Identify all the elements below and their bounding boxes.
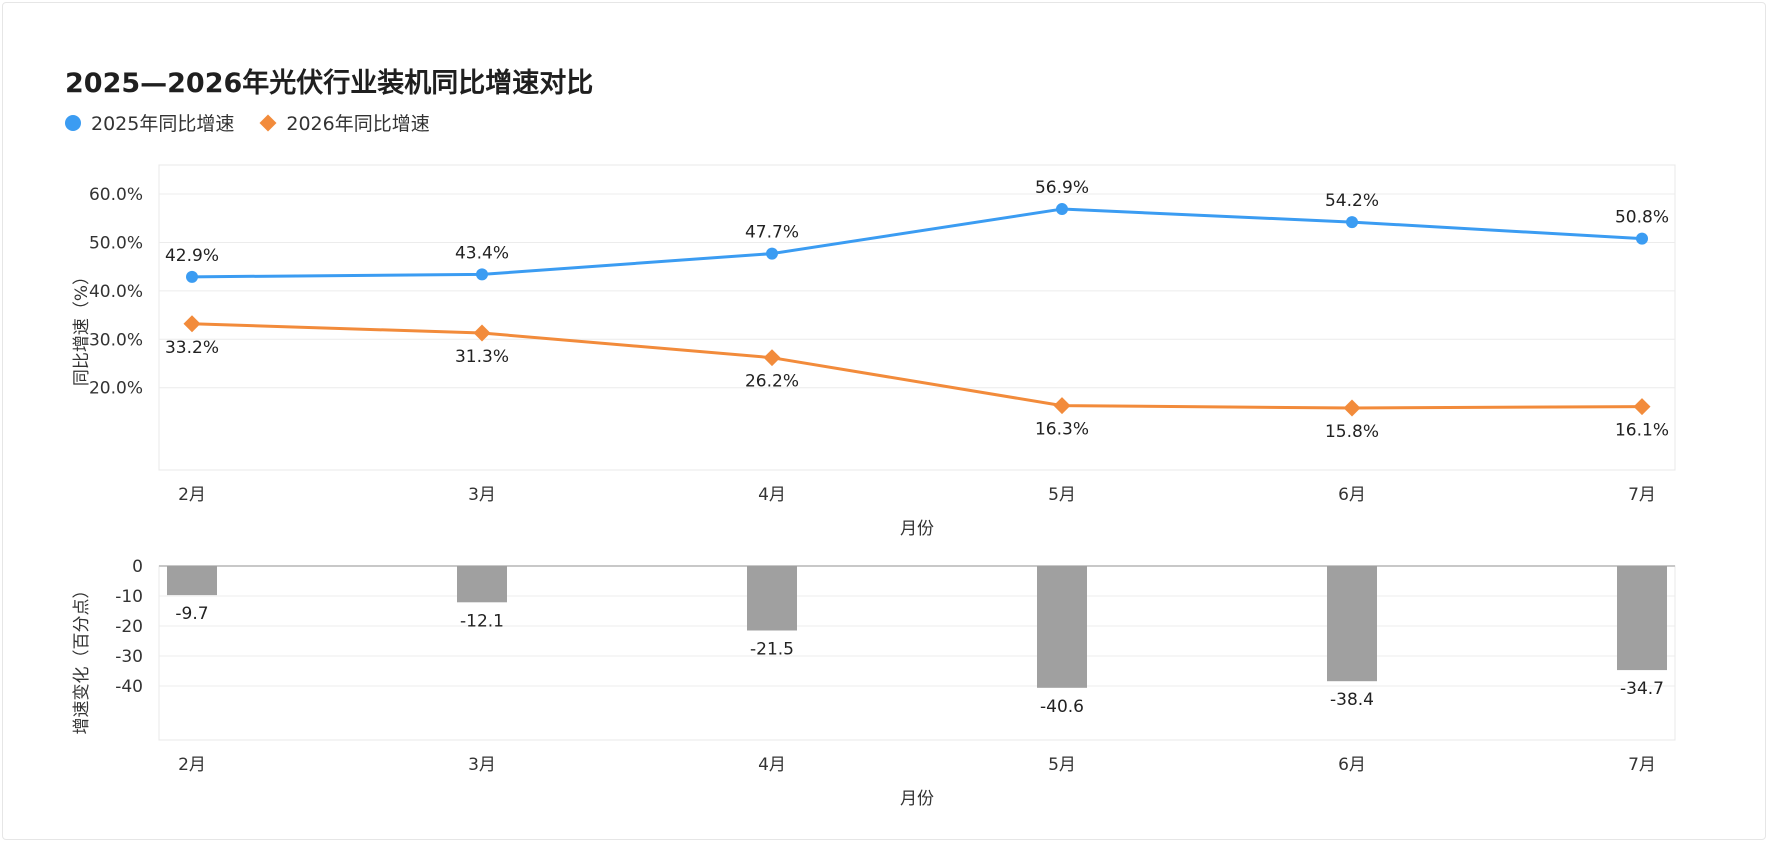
legend-label-2026: 2026年同比增速 — [286, 113, 430, 135]
legend: 2025年同比增速 2026年同比增速 — [65, 109, 456, 136]
bar-x-tick-label: 5月 — [1048, 755, 1076, 775]
line-x-tick-label: 6月 — [1338, 485, 1366, 505]
bar-y-tick-label: 0 — [132, 557, 143, 577]
line-x-tick-label: 7月 — [1628, 485, 1656, 505]
data-label-2026: 31.3% — [455, 347, 509, 367]
data-point-2025 — [1346, 216, 1358, 229]
bar-x-axis-label: 月份 — [900, 789, 934, 809]
series-line-2026 — [191, 322, 1643, 410]
bar-x-tick-label: 2月 — [178, 755, 206, 775]
line-y-axis-label: 同比增速（%） — [72, 268, 92, 386]
bar-plot-area — [158, 565, 1676, 741]
bar — [167, 566, 217, 596]
data-label-2026: 16.1% — [1615, 421, 1669, 441]
bar-data-label: -38.4 — [1330, 690, 1374, 710]
data-point-2025 — [766, 247, 778, 260]
bar-y-tick-label: -40 — [115, 677, 143, 697]
data-point-2025 — [1056, 203, 1068, 216]
bar — [1327, 566, 1377, 682]
line-y-tick-label: 40.0% — [89, 282, 143, 302]
data-point-2025 — [476, 268, 488, 281]
data-label-2025: 47.7% — [745, 223, 799, 243]
data-label-2026: 33.2% — [165, 338, 219, 358]
bar-data-label: -21.5 — [750, 640, 794, 660]
data-label-2025: 54.2% — [1325, 191, 1379, 211]
bar-y-tick-label: -20 — [115, 617, 143, 637]
data-label-2025: 42.9% — [165, 246, 219, 266]
bar-data-label: -12.1 — [460, 611, 504, 631]
bar — [1617, 566, 1667, 671]
line-y-tick-label: 30.0% — [89, 330, 143, 350]
line-x-tick-label: 4月 — [758, 485, 786, 505]
data-point-2026 — [183, 315, 201, 333]
data-point-2026 — [1053, 397, 1071, 415]
bar — [747, 566, 797, 631]
bar-y-axis-label: 增速变化（百分点） — [72, 582, 92, 735]
bar-y-tick-label: -30 — [115, 647, 143, 667]
data-point-2025 — [1636, 232, 1648, 245]
chart-title: 2025—2026年光伏行业装机同比增速对比 — [65, 68, 594, 99]
legend-item-2026[interactable]: 2026年同比增速 — [259, 109, 430, 136]
bar — [457, 566, 507, 603]
data-point-2026 — [1343, 399, 1361, 417]
data-label-2025: 43.4% — [455, 243, 509, 263]
data-point-2026 — [763, 349, 781, 367]
bar-x-tick-label: 3月 — [468, 755, 496, 775]
data-label-2025: 56.9% — [1035, 178, 1089, 198]
data-label-2026: 15.8% — [1325, 422, 1379, 442]
data-point-2025 — [186, 270, 198, 283]
bar-data-label: -40.6 — [1040, 697, 1084, 717]
bar-data-label: -9.7 — [175, 604, 208, 624]
line-x-tick-label: 2月 — [178, 485, 206, 505]
line-x-tick-label: 3月 — [468, 485, 496, 505]
bar-x-tick-label: 4月 — [758, 755, 786, 775]
line-plot-area — [158, 164, 1676, 471]
line-y-tick-label: 20.0% — [89, 379, 143, 399]
line-x-tick-label: 5月 — [1048, 485, 1076, 505]
bar-x-tick-label: 7月 — [1628, 755, 1656, 775]
data-point-2026 — [473, 324, 491, 342]
bar — [1037, 566, 1087, 688]
bar-x-tick-label: 6月 — [1338, 755, 1366, 775]
line-x-axis-label: 月份 — [900, 519, 934, 539]
data-label-2025: 50.8% — [1615, 208, 1669, 228]
data-label-2026: 16.3% — [1035, 420, 1089, 440]
legend-circle-icon — [65, 114, 81, 131]
data-label-2026: 26.2% — [745, 372, 799, 392]
bar-data-label: -34.7 — [1620, 679, 1664, 699]
legend-item-2025[interactable]: 2025年同比增速 — [65, 109, 234, 136]
line-y-tick-label: 60.0% — [89, 185, 143, 205]
line-y-tick-label: 50.0% — [89, 233, 143, 253]
bar-y-tick-label: -10 — [115, 587, 143, 607]
data-point-2026 — [1633, 398, 1651, 416]
series-line-2025 — [191, 207, 1643, 279]
legend-label-2025: 2025年同比增速 — [91, 113, 235, 135]
